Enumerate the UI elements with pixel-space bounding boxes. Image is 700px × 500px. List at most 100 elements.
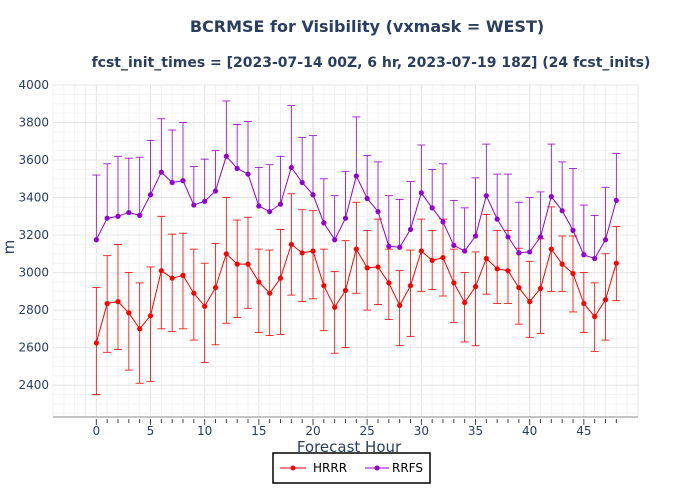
data-point-rrfs[interactable] [245, 171, 251, 177]
data-point-hrrr[interactable] [191, 290, 197, 296]
data-point-hrrr[interactable] [613, 260, 619, 266]
data-point-rrfs[interactable] [548, 194, 554, 200]
data-point-hrrr[interactable] [234, 261, 240, 267]
data-point-hrrr[interactable] [321, 283, 327, 289]
data-point-hrrr[interactable] [364, 265, 370, 271]
data-point-hrrr[interactable] [158, 268, 164, 274]
data-point-rrfs[interactable] [353, 173, 359, 179]
data-point-rrfs[interactable] [342, 215, 349, 221]
data-point-hrrr[interactable] [299, 250, 305, 256]
data-point-rrfs[interactable] [440, 219, 446, 225]
data-point-rrfs[interactable] [332, 237, 338, 243]
data-point-hrrr[interactable] [180, 272, 186, 278]
data-point-hrrr[interactable] [462, 299, 468, 306]
data-point-hrrr[interactable] [256, 279, 262, 285]
data-point-rrfs[interactable] [537, 234, 544, 240]
data-point-hrrr[interactable] [288, 241, 294, 248]
data-point-rrfs[interactable] [462, 248, 468, 254]
data-point-hrrr[interactable] [429, 257, 435, 263]
data-point-hrrr[interactable] [386, 280, 392, 286]
data-point-hrrr[interactable] [277, 275, 284, 281]
data-point-rrfs[interactable] [288, 164, 294, 171]
data-point-hrrr[interactable] [559, 261, 565, 267]
data-point-rrfs[interactable] [267, 209, 273, 215]
data-point-hrrr[interactable] [310, 248, 316, 254]
data-point-hrrr[interactable] [115, 299, 121, 305]
data-point-hrrr[interactable] [505, 268, 511, 274]
data-point-rrfs[interactable] [299, 179, 305, 186]
data-point-rrfs[interactable] [483, 193, 489, 199]
data-point-rrfs[interactable] [407, 226, 414, 233]
data-point-hrrr[interactable] [375, 264, 381, 270]
data-point-rrfs[interactable] [494, 216, 500, 222]
data-point-hrrr[interactable] [147, 313, 154, 319]
data-point-rrfs[interactable] [223, 153, 229, 159]
data-point-hrrr[interactable] [126, 310, 132, 316]
data-point-hrrr[interactable] [104, 300, 110, 307]
data-point-hrrr[interactable] [267, 290, 273, 296]
data-point-hrrr[interactable] [418, 248, 424, 254]
data-point-rrfs[interactable] [104, 215, 110, 221]
data-point-rrfs[interactable] [137, 212, 143, 218]
data-point-hrrr[interactable] [93, 340, 99, 346]
data-point-hrrr[interactable] [407, 283, 414, 289]
data-point-rrfs[interactable] [147, 192, 154, 198]
data-point-rrfs[interactable] [592, 255, 598, 262]
data-point-rrfs[interactable] [364, 195, 370, 202]
data-point-hrrr[interactable] [223, 251, 229, 257]
data-point-hrrr[interactable] [342, 287, 349, 293]
data-point-rrfs[interactable] [516, 250, 522, 256]
legend-item-rrfs[interactable]: RRFS [365, 461, 423, 475]
data-point-rrfs[interactable] [386, 243, 392, 249]
data-point-rrfs[interactable] [126, 209, 132, 216]
data-point-hrrr[interactable] [353, 246, 359, 252]
data-point-hrrr[interactable] [212, 284, 219, 291]
legend-item-hrrr[interactable]: HRRR [280, 461, 347, 475]
data-point-rrfs[interactable] [527, 249, 533, 255]
data-point-rrfs[interactable] [472, 233, 479, 239]
data-point-rrfs[interactable] [212, 188, 219, 194]
data-point-rrfs[interactable] [451, 242, 457, 248]
data-point-hrrr[interactable] [451, 280, 457, 286]
data-point-rrfs[interactable] [234, 165, 240, 172]
data-point-hrrr[interactable] [245, 261, 251, 267]
data-point-rrfs[interactable] [115, 213, 121, 219]
data-point-rrfs[interactable] [397, 244, 403, 250]
data-point-hrrr[interactable] [516, 284, 522, 291]
data-point-hrrr[interactable] [472, 284, 479, 290]
data-point-hrrr[interactable] [570, 270, 576, 277]
data-point-rrfs[interactable] [581, 252, 587, 258]
data-point-rrfs[interactable] [418, 190, 424, 196]
data-point-rrfs[interactable] [505, 234, 511, 240]
data-point-rrfs[interactable] [180, 178, 186, 184]
data-point-hrrr[interactable] [537, 285, 544, 292]
data-point-rrfs[interactable] [93, 237, 99, 243]
data-point-rrfs[interactable] [375, 209, 381, 215]
data-point-hrrr[interactable] [397, 302, 403, 308]
data-point-hrrr[interactable] [527, 299, 533, 305]
data-point-hrrr[interactable] [548, 246, 554, 252]
data-point-rrfs[interactable] [559, 208, 565, 214]
data-point-hrrr[interactable] [169, 275, 175, 281]
data-point-rrfs[interactable] [191, 202, 197, 208]
data-point-rrfs[interactable] [310, 192, 316, 198]
data-point-rrfs[interactable] [169, 179, 175, 186]
data-point-hrrr[interactable] [592, 314, 598, 320]
data-point-rrfs[interactable] [277, 201, 284, 207]
data-point-rrfs[interactable] [321, 220, 327, 226]
data-point-rrfs[interactable] [613, 197, 619, 203]
data-point-hrrr[interactable] [440, 254, 446, 261]
data-point-rrfs[interactable] [429, 205, 435, 211]
data-point-rrfs[interactable] [256, 203, 262, 209]
data-point-hrrr[interactable] [202, 303, 208, 309]
data-point-hrrr[interactable] [581, 300, 587, 307]
data-point-hrrr[interactable] [602, 297, 609, 303]
data-point-hrrr[interactable] [137, 326, 143, 332]
data-point-rrfs[interactable] [602, 237, 609, 243]
data-point-rrfs[interactable] [570, 227, 576, 233]
data-point-hrrr[interactable] [483, 255, 489, 262]
data-point-hrrr[interactable] [332, 304, 338, 310]
data-point-rrfs[interactable] [158, 169, 164, 175]
data-point-hrrr[interactable] [494, 266, 500, 272]
data-point-rrfs[interactable] [202, 198, 208, 204]
